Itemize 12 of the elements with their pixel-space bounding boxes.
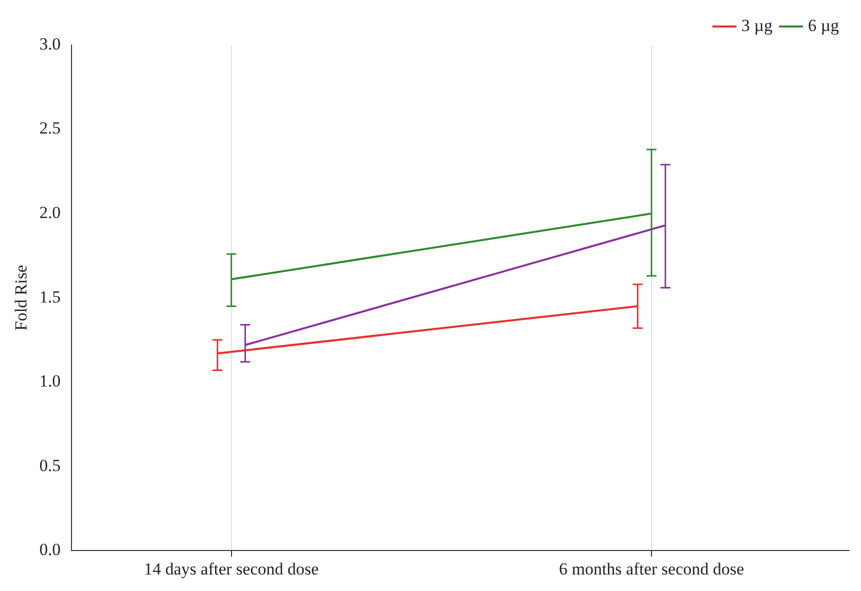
y-tick-label: 1.0 xyxy=(39,372,61,391)
x-tick-label: 6 months after second dose xyxy=(558,559,744,578)
y-tick-label: 2.0 xyxy=(39,203,61,222)
y-axis-title: Fold Rise xyxy=(12,264,31,331)
y-tick-label: 3.0 xyxy=(39,34,61,54)
y-tick-label: 0.0 xyxy=(39,540,61,560)
y-tick-label: 2.5 xyxy=(39,118,61,138)
y-tick-label: 0.5 xyxy=(39,456,61,475)
legend-label: 6 µg xyxy=(808,16,840,35)
y-tick-label: 1.5 xyxy=(39,287,61,306)
x-tick-label: 14 days after second dose xyxy=(144,559,319,578)
legend-label: 3 µg xyxy=(741,16,773,35)
